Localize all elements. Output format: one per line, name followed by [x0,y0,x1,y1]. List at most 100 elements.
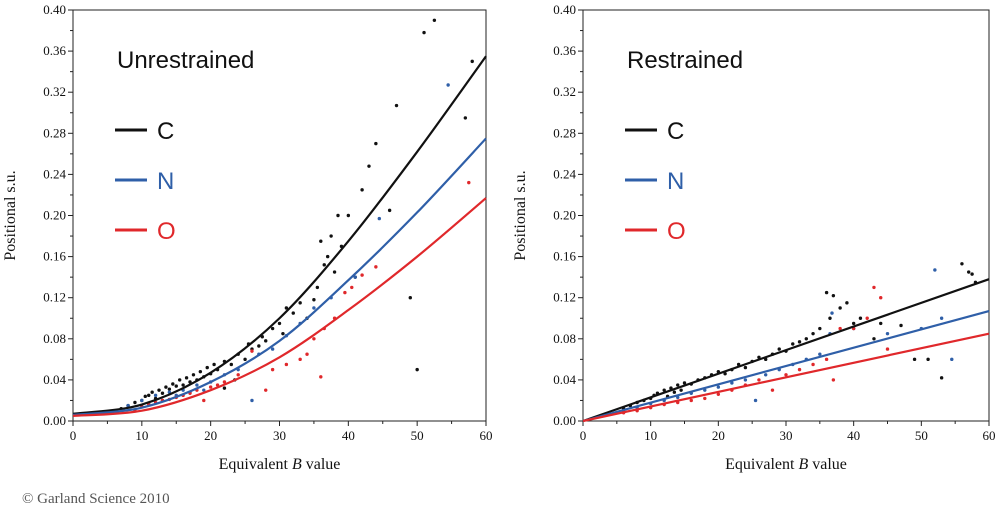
fit-line-n [72,137,487,416]
point-c [912,357,917,362]
y-tick-label: 0.32 [43,84,66,99]
copyright-text: © Garland Science 2010 [22,491,170,507]
point-c [367,164,371,168]
y-tick-label: 0.20 [43,208,66,223]
y-tick-label: 0.20 [553,208,576,223]
point-c [147,393,151,398]
y-tick-label: 0.04 [43,372,66,387]
y-tick-label: 0.24 [553,166,576,181]
point-o [236,373,240,377]
point-o [319,375,323,379]
y-tick-label: 0.28 [43,125,66,140]
point-c [939,376,944,380]
point-c [672,390,677,394]
point-n [716,385,721,389]
point-o [689,398,693,403]
point-c [329,234,333,238]
point-c [463,116,468,120]
point-c [188,380,192,384]
point-c [160,391,165,395]
point-c [374,141,378,146]
point-c [960,262,964,266]
y-tick-label: 0.08 [553,331,576,346]
point-n [933,268,937,272]
point-c [315,285,320,290]
point-c [150,390,154,394]
point-c [791,342,795,346]
y-axis-title: Positional s.u. [2,170,19,260]
point-n [377,216,382,221]
point-c [899,323,903,328]
x-tick-label: 50 [411,428,424,443]
point-o [312,337,316,341]
point-o [264,388,268,392]
legend-label-n: N [667,168,684,195]
point-c [332,270,337,274]
point-c [470,59,474,64]
fit-line-c [582,278,990,423]
x-tick-label: 10 [135,428,148,443]
y-tick-label: 0.16 [43,249,66,264]
point-c [205,365,209,370]
point-c [174,384,178,388]
point-c [662,388,666,392]
point-c [828,316,832,320]
point-n [153,393,158,398]
point-c [872,337,876,341]
y-axis-title: Positional s.u. [512,170,529,260]
point-c [177,378,182,382]
point-o [770,388,775,392]
x-tick-label: 20 [204,428,217,443]
y-tick-label: 0.36 [43,43,66,58]
point-c [164,385,168,389]
point-c [432,18,437,22]
point-o [250,349,254,353]
point-c [191,373,196,377]
chart-panel-unrestrained: 0 10 20 30 40 50 60 0.00 0.04 0.08 0.12 0.16 0.20 0.2… [2,2,493,473]
point-o [202,398,206,403]
point-o [284,362,289,367]
point-n [202,388,206,392]
point-o [811,362,815,367]
point-c [181,383,185,387]
point-c [243,357,247,362]
point-c [723,372,727,376]
y-tick-label: 0.36 [553,43,576,58]
point-n [939,316,944,320]
fit-line-o [582,332,990,423]
fit-line-o [72,197,487,417]
point-n [195,383,199,387]
x-axis-title: Equivalent B value [725,456,847,473]
x-tick-label: 40 [342,428,355,443]
y-tick-label: 0.16 [553,249,576,264]
point-o [784,373,788,377]
point-c [270,326,275,331]
point-c [831,293,836,298]
point-c [298,301,302,305]
x-axis-title: Equivalent B value [219,456,341,473]
x-tick-label: 40 [847,428,860,443]
x-tick-label: 0 [580,428,587,443]
point-o [885,347,890,351]
point-o [360,273,364,277]
point-c [879,321,883,326]
point-c [143,394,147,399]
point-n [818,352,822,356]
x-tick-label: 60 [480,428,493,443]
point-o [838,326,842,331]
point-n [743,378,748,382]
y-tick-label: 0.24 [43,166,66,181]
x-tick-label: 30 [273,428,286,443]
point-n [312,306,316,310]
point-o [872,285,876,290]
point-c [336,213,340,218]
point-o [467,180,471,185]
point-c [797,340,802,344]
point-c [346,213,351,218]
point-c [394,103,399,108]
point-c [679,388,683,392]
point-c [804,337,808,341]
y-tick-label: 0.00 [553,413,576,428]
point-c [926,357,930,362]
